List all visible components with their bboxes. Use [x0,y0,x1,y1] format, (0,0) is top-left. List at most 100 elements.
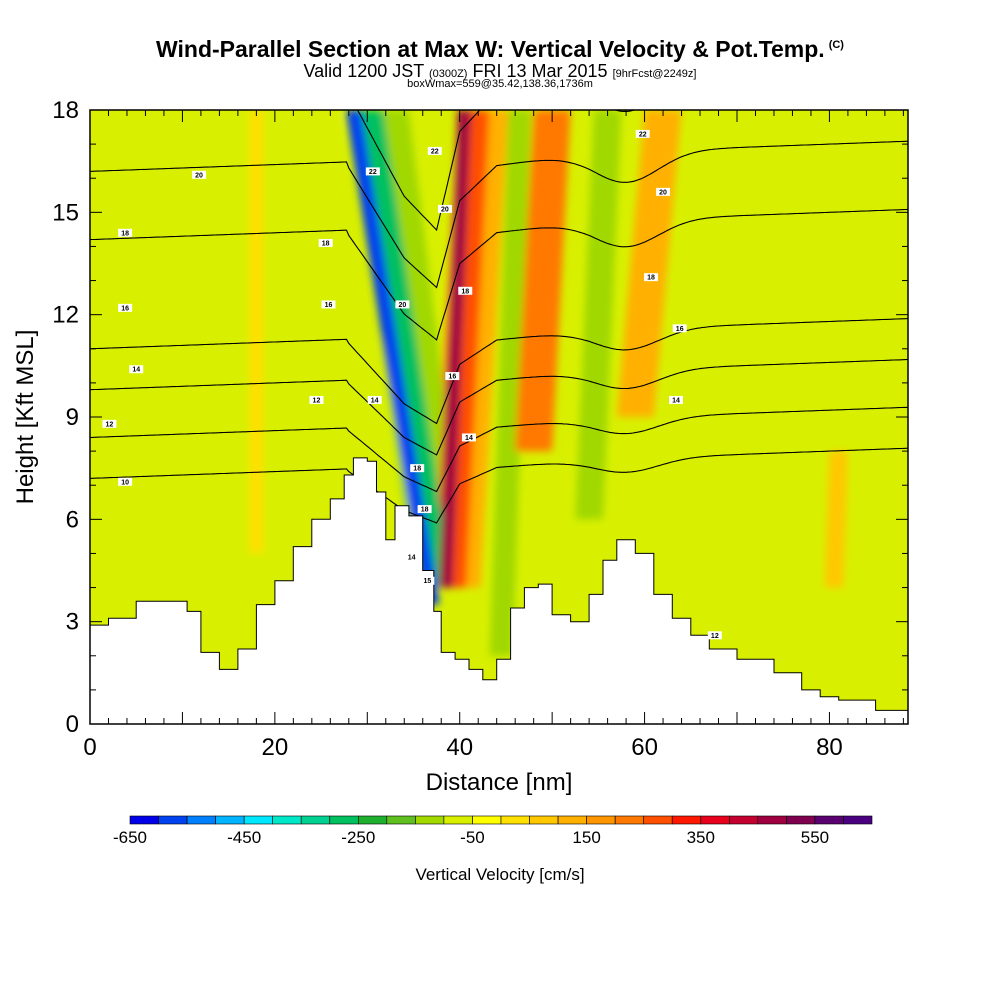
theta-label-bg [118,228,133,237]
theta-label-bg [118,477,133,486]
colorbar-swatch [500,815,530,825]
velocity-band-2 [676,110,724,383]
theta-label-bg [458,286,473,295]
theta-label: 18 [121,230,129,237]
velocity-band-15 [438,110,472,588]
theta-contour-12 [90,406,908,493]
colorbar-swatch [529,815,559,825]
theta-label-bg [437,204,452,213]
copyright-mark: (C) [828,39,844,52]
theta-label-bg [410,464,425,473]
colorbar [129,815,873,825]
theta-label-bg [367,395,382,404]
colorbar-swatch [843,815,873,825]
colorbar-swatch [614,815,645,825]
theta-label-bg [309,395,324,404]
theta-label: 22 [369,169,377,176]
theta-contours [90,110,908,524]
colorbar-swatch [814,815,844,825]
theta-label-bg [672,324,687,333]
colorbar-swatch [243,815,273,825]
theta-label-bg [644,273,659,282]
colorbar-label: -50 [460,828,485,847]
theta-label-bg [427,146,442,155]
velocity-band-8 [616,110,682,417]
theta-label: 15 [423,578,431,585]
velocity-band-4 [836,144,869,417]
theta-label: 20 [441,206,449,213]
y-tick-label: 12 [52,302,79,329]
colorbar-swatch [300,815,331,825]
theta-label: 14 [371,397,379,404]
colorbar-swatch [215,815,245,825]
theta-contour-10 [90,447,908,524]
theta-label: 16 [121,305,129,312]
theta-label-bg [669,395,684,404]
colorbar-title: Vertical Velocity [cm/s] [415,865,584,884]
theta-label: 16 [325,302,333,309]
theta-label-bg [417,505,432,514]
theta-label: 18 [461,288,469,295]
theta-label: 20 [195,172,203,179]
y-tick-label: 3 [66,609,79,636]
theta-label: 18 [647,275,655,282]
colorbar-swatch [728,815,759,825]
theta-label-bg [102,419,117,428]
theta-contour-16 [90,318,908,425]
velocity-band-12 [515,110,571,452]
theta-label: 18 [322,241,330,248]
theta-label: 20 [659,189,667,196]
theta-label-bg [192,170,207,179]
theta-label: 12 [313,397,321,404]
y-tick-label: 9 [66,404,79,431]
theta-label: 14 [132,367,140,374]
colorbar-swatch [186,815,216,825]
terrain-layer [90,457,908,724]
colorbar-swatch [129,815,159,825]
colorbar-swatch [329,815,359,825]
theta-label: 10 [121,479,129,486]
colorbar-swatch [386,815,416,825]
x-tick-label: 0 [83,734,96,761]
colorbar-swatch [643,815,673,825]
colorbar-swatch [586,815,616,825]
colorbar-swatch [757,815,787,825]
theta-label-bg [318,239,333,248]
velocity-band-3 [314,110,338,588]
colorbar-swatch [158,815,188,825]
theta-label: 20 [399,302,407,309]
colorbar-swatch [443,815,473,825]
theta-label-bg [365,167,380,176]
y-tick-label: 18 [52,97,79,124]
x-tick-label: 20 [262,734,289,761]
colorbar-label: -250 [341,828,375,847]
x-tick-label: 40 [446,734,473,761]
terrain [90,457,908,724]
velocity-band-10 [575,110,622,520]
theta-label: 22 [431,148,439,155]
theta-label: 12 [711,633,719,640]
theta-label-bg [461,433,476,442]
colorbar-swatch [357,815,388,825]
colorbar-swatch [472,815,502,825]
theta-label-bg [635,129,650,138]
theta-label: 16 [676,326,684,333]
box-wmax-line: boxWmax=559@35.42,138.36,1736m [407,78,593,90]
theta-label: 14 [408,554,416,561]
velocity-band-5 [181,314,198,605]
x-tick-label: 60 [631,734,658,761]
theta-label-bg [404,552,419,561]
theta-contour-14 [90,358,908,456]
theta-label-bg [129,365,144,374]
velocity-band-1 [824,451,848,588]
y-tick-label: 6 [66,506,79,533]
y-tick-label: 15 [52,199,79,226]
subtitle-utc: (0300Z) [428,68,468,80]
theta-label: 18 [421,507,429,514]
colorbar-swatch [272,815,302,825]
theta-contour-20 [90,140,908,289]
colorbar-swatch [557,815,587,825]
colorbar-tick-labels: -650 -450 -250 -50 150 350 550 [113,828,829,847]
theta-label-bg [420,576,435,585]
x-tick-label: 80 [816,734,843,761]
